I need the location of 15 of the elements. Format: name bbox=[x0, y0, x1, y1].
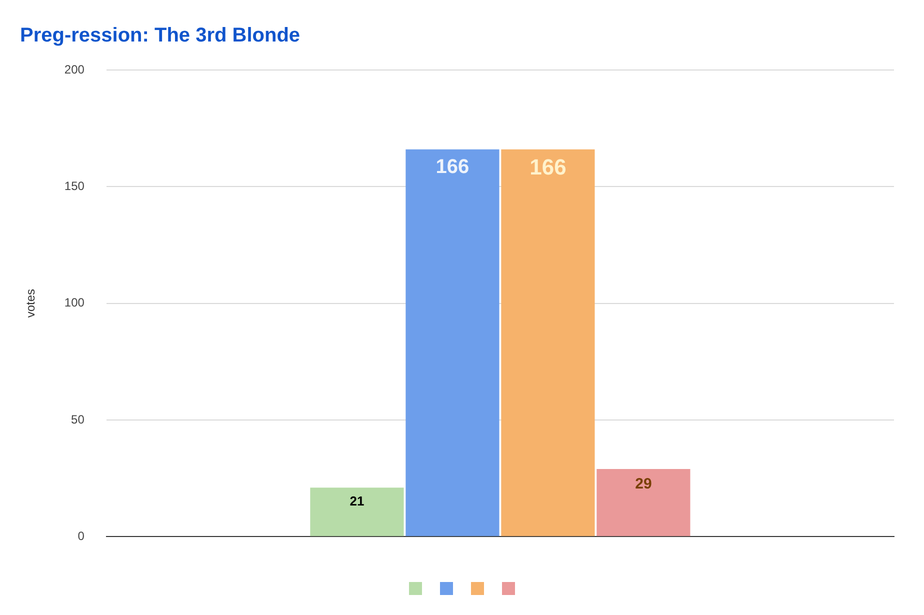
bar bbox=[501, 149, 595, 536]
y-tick-label: 50 bbox=[71, 412, 85, 426]
y-tick-label: 100 bbox=[64, 296, 85, 310]
data-label: 21 bbox=[350, 494, 364, 509]
y-tick-label: 0 bbox=[78, 528, 85, 543]
y-axis-title: votes bbox=[24, 288, 38, 318]
chart-title: Preg-ression: The 3rd Blonde bbox=[20, 24, 300, 47]
y-tick-label: 150 bbox=[64, 178, 85, 193]
bar bbox=[596, 468, 690, 536]
data-label: 166 bbox=[436, 156, 470, 178]
bar bbox=[406, 149, 500, 536]
y-tick-label: 200 bbox=[64, 62, 85, 76]
data-label: 166 bbox=[530, 154, 566, 180]
bar bbox=[310, 488, 404, 536]
data-label: 29 bbox=[635, 476, 652, 493]
